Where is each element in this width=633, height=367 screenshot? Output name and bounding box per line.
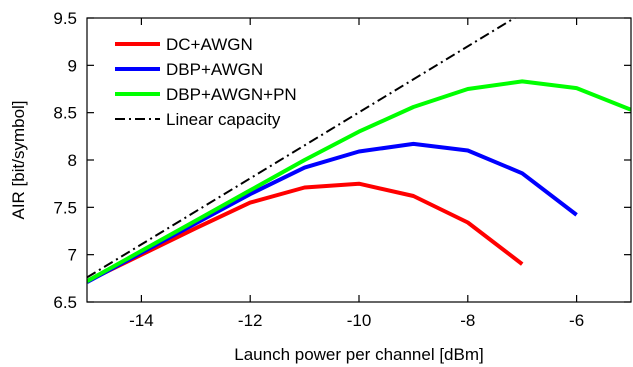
series-line-1 bbox=[87, 181, 524, 283]
legend: DC+AWGN DBP+AWGN DBP+AWGN+PN Linear capacit… bbox=[115, 35, 297, 129]
x-axis-label: Launch power per channel [dBm] bbox=[234, 345, 484, 364]
y-tick-label: 8.5 bbox=[53, 104, 77, 123]
axis-ticks: -14 -12 -10 -8 -6 6.5 7 7.5 8 8.5 9 9.5 bbox=[53, 9, 631, 330]
series-line-4 bbox=[87, 18, 517, 279]
x-tick-label: -12 bbox=[238, 311, 263, 330]
legend-label: DC+AWGN bbox=[166, 35, 253, 54]
x-tick-label: -8 bbox=[460, 311, 475, 330]
series-line-3 bbox=[87, 79, 631, 283]
x-tick-label: -10 bbox=[347, 311, 372, 330]
legend-label: Linear capacity bbox=[166, 110, 281, 129]
legend-label: DBP+AWGN+PN bbox=[166, 85, 297, 104]
x-tick-label: -14 bbox=[129, 311, 154, 330]
legend-label: DBP+AWGN bbox=[166, 60, 263, 79]
y-axis-label: AIR [bit/symbol] bbox=[9, 100, 28, 219]
y-tick-label: 9.5 bbox=[53, 9, 77, 28]
y-tick-label: 8 bbox=[68, 151, 77, 170]
plot-curves bbox=[87, 18, 631, 284]
y-tick-label: 9 bbox=[68, 56, 77, 75]
x-tick-label: -6 bbox=[569, 311, 584, 330]
series-line-2 bbox=[87, 141, 578, 284]
y-tick-label: 7 bbox=[68, 246, 77, 265]
y-tick-label: 7.5 bbox=[53, 198, 77, 217]
y-tick-label: 6.5 bbox=[53, 293, 77, 312]
